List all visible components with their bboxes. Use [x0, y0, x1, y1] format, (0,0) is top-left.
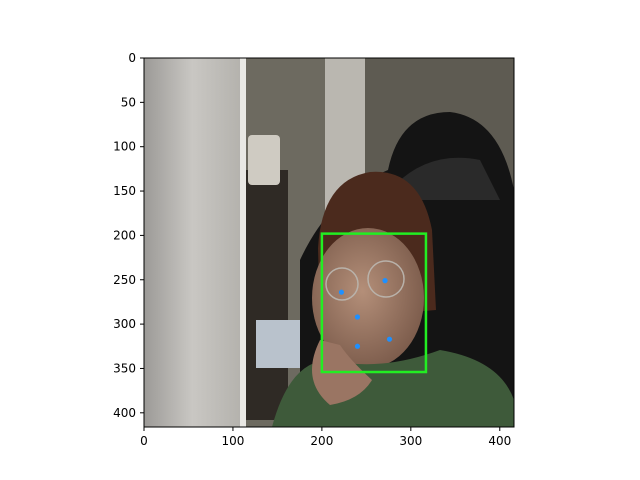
landmark-points — [338, 278, 393, 349]
photo-image — [144, 58, 514, 427]
landmark-point-nose — [354, 314, 361, 320]
y-tick-label: 250 — [113, 273, 136, 287]
x-tick-label: 100 — [221, 434, 244, 448]
landmark-point-mouth-left — [386, 336, 393, 342]
y-tick-label: 300 — [113, 317, 136, 331]
face-bounding-box — [320, 232, 428, 374]
x-tick-label: 400 — [488, 434, 511, 448]
x-tick-label: 300 — [399, 434, 422, 448]
y-tick-label: 200 — [113, 228, 136, 242]
y-axis: 0 50 100 150 200 250 300 350 400 — [113, 51, 144, 420]
landmark-point-mouth-right — [354, 343, 361, 349]
y-tick-label: 400 — [113, 406, 136, 420]
y-tick-label: 50 — [121, 95, 136, 109]
y-tick-label: 100 — [113, 140, 136, 154]
x-tick-label: 0 — [140, 434, 148, 448]
y-tick-label: 150 — [113, 184, 136, 198]
landmark-point-right-eye — [338, 289, 345, 295]
x-tick-label: 200 — [310, 434, 333, 448]
x-axis: 0 100 200 300 400 — [140, 427, 511, 448]
y-tick-label: 0 — [128, 51, 136, 65]
axes-frame — [143, 57, 515, 428]
y-tick-label: 350 — [113, 361, 136, 375]
landmark-point-left-eye — [382, 278, 388, 284]
